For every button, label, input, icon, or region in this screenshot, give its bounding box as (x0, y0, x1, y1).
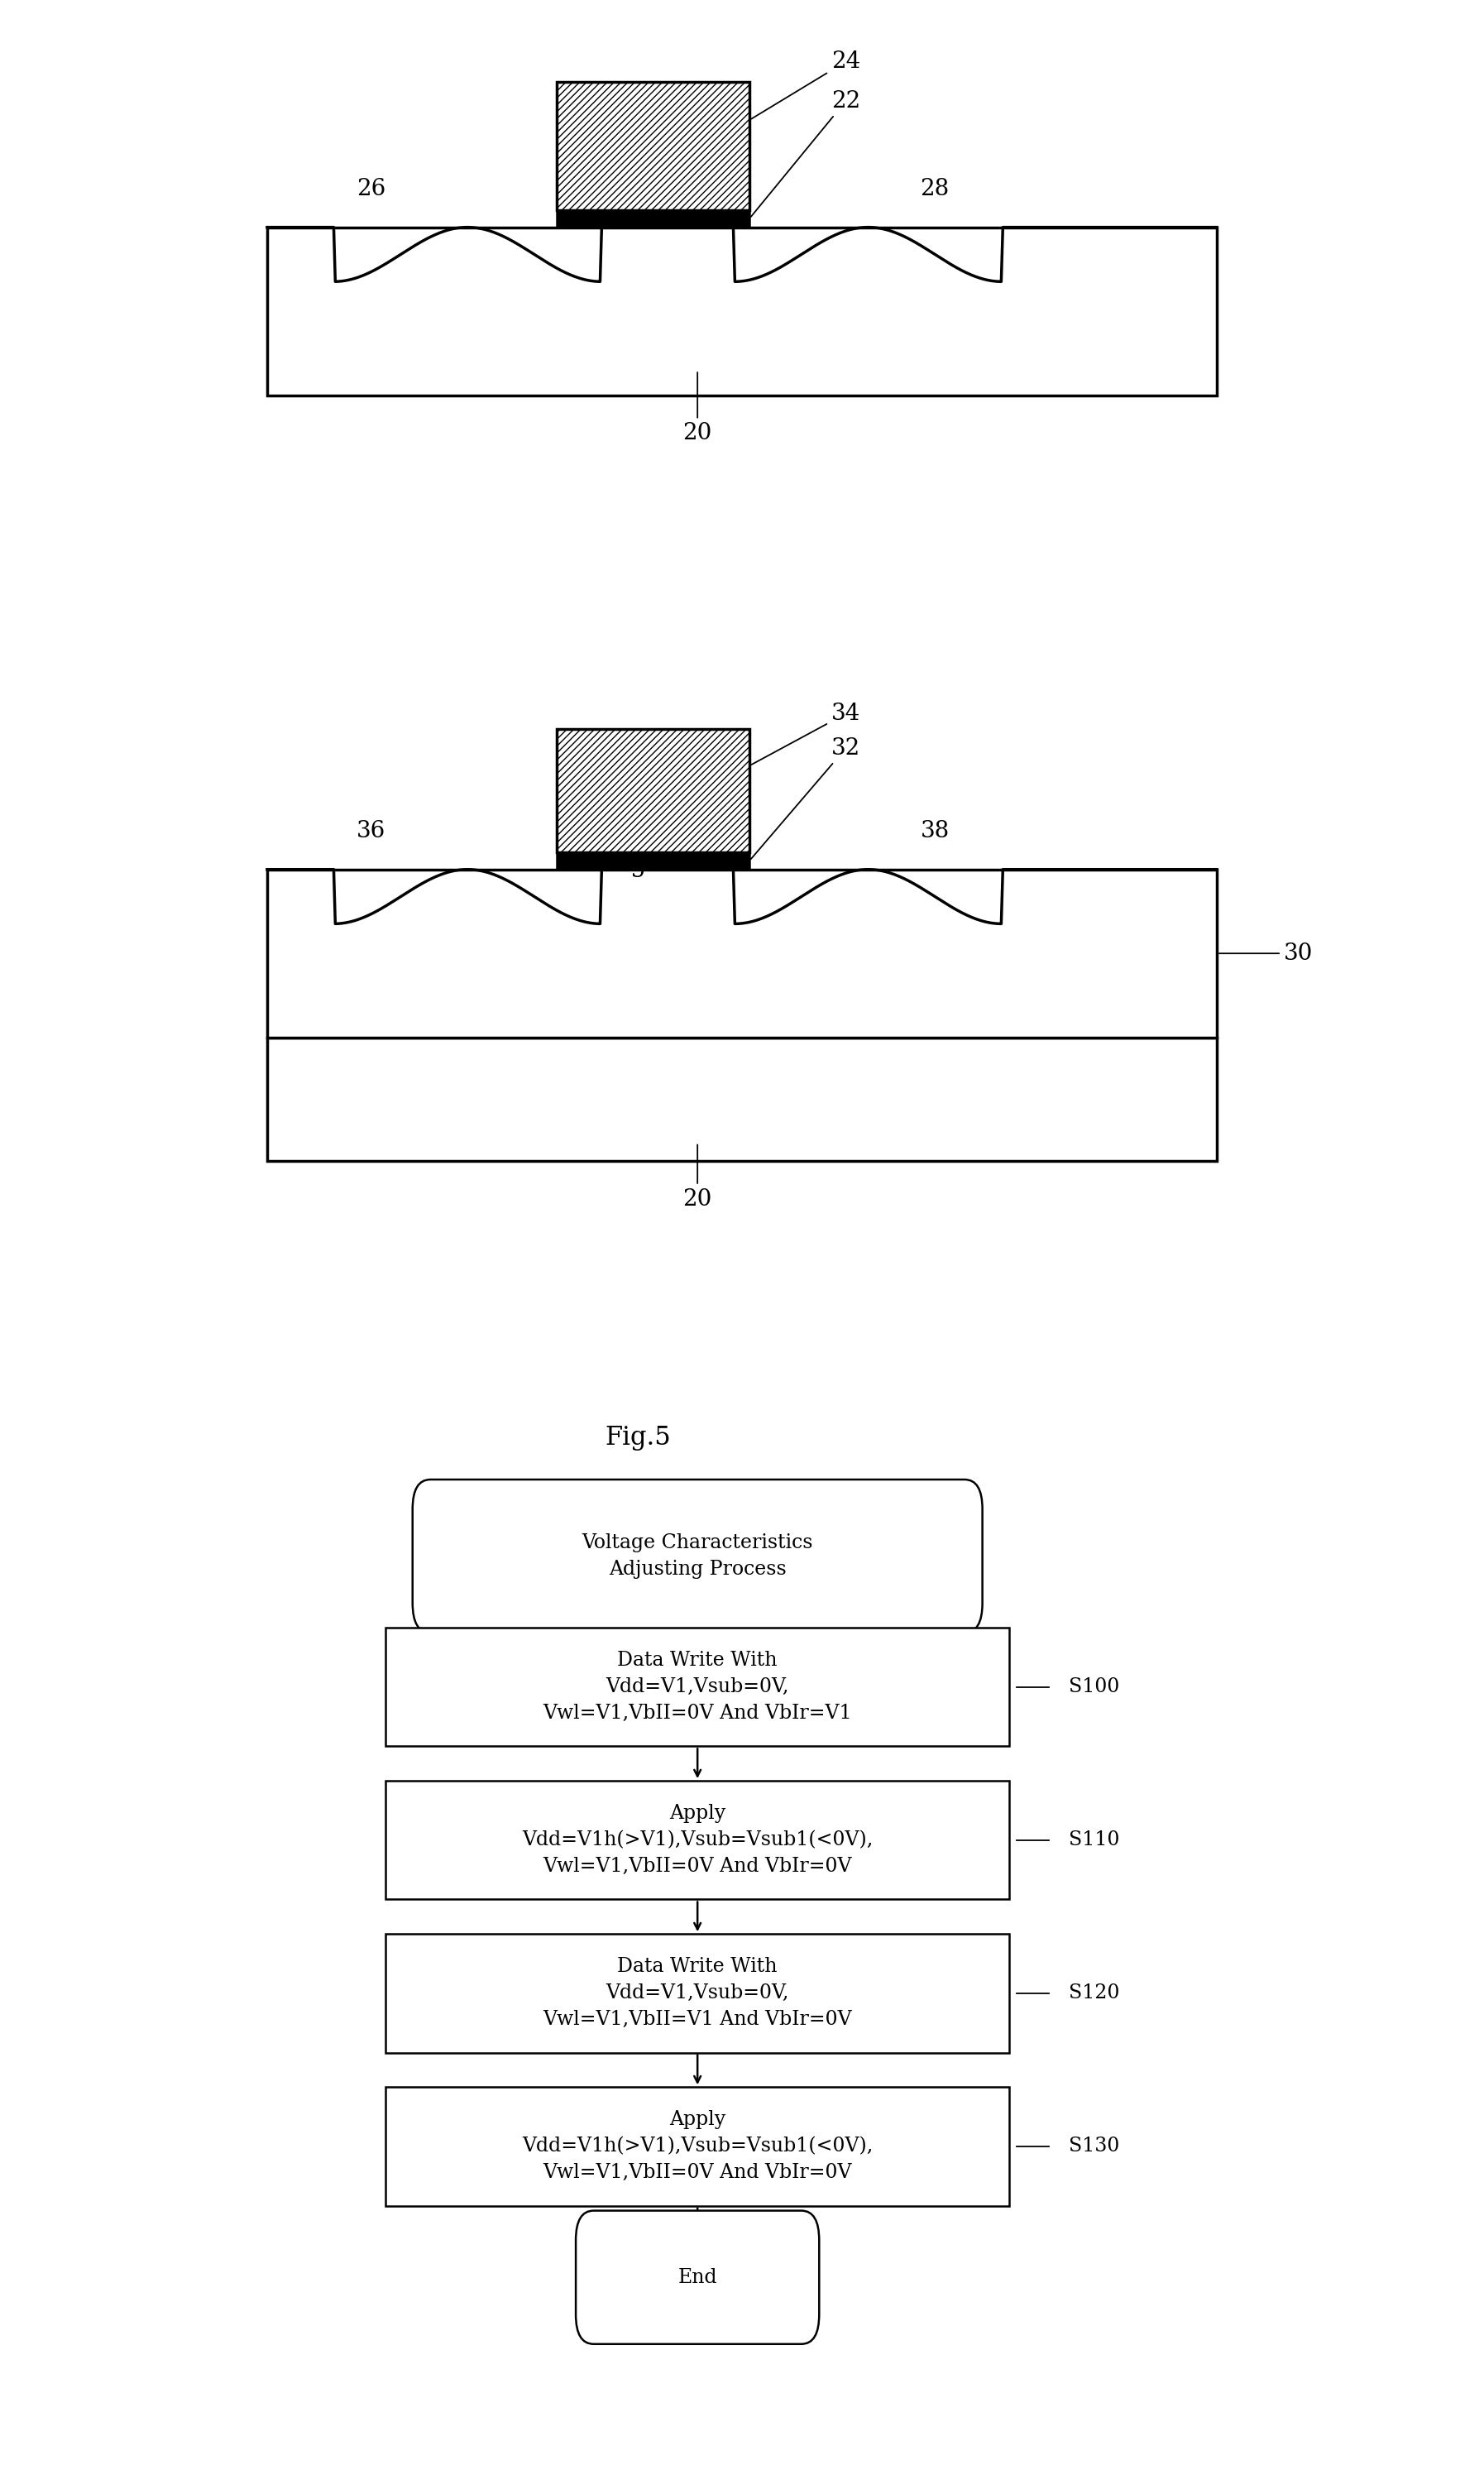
Bar (386, 1628, 1009, 1746)
FancyBboxPatch shape (413, 1480, 982, 1633)
Text: 24: 24 (751, 49, 861, 119)
Text: 30: 30 (1220, 941, 1313, 966)
Text: Data Write With
Vdd=V1,Vsub=0V,
Vwl=V1,VbII=0V And VbIr=V1: Data Write With Vdd=V1,Vsub=0V, Vwl=V1,V… (543, 1650, 852, 1724)
Text: Apply
Vdd=V1h(>V1),Vsub=Vsub1(<0V),
Vwl=V1,VbII=0V And VbIr=0V: Apply Vdd=V1h(>V1),Vsub=Vsub1(<0V), Vwl=… (522, 1803, 873, 1877)
Bar (386, 2087, 1009, 2206)
Text: 28: 28 (920, 178, 950, 200)
Bar (386, 1934, 1009, 2053)
Bar (267, 1037, 1217, 1161)
Text: 36: 36 (356, 820, 386, 842)
FancyBboxPatch shape (576, 2211, 819, 2344)
Bar (556, 729, 749, 852)
Bar (556, 852, 749, 869)
Bar (556, 210, 749, 227)
Text: Fig.5: Fig.5 (605, 1425, 671, 1450)
Text: 20: 20 (683, 1144, 712, 1210)
Text: 26: 26 (356, 178, 386, 200)
Bar (267, 227, 1217, 395)
Text: S100: S100 (1068, 1677, 1119, 1697)
Text: S130: S130 (1068, 2137, 1119, 2156)
Bar (386, 1781, 1009, 1899)
Bar (267, 869, 1217, 1037)
Text: 20: 20 (683, 373, 712, 445)
Bar (556, 82, 749, 210)
Text: 22: 22 (751, 89, 861, 217)
Text: Fig.3: Fig.3 (605, 124, 671, 148)
Text: 34: 34 (751, 701, 861, 766)
Text: Voltage Characteristics
Adjusting Process: Voltage Characteristics Adjusting Proces… (582, 1534, 813, 1578)
Text: S120: S120 (1068, 1983, 1119, 2003)
Text: End: End (678, 2267, 717, 2287)
Text: 38: 38 (920, 820, 950, 842)
Text: Data Write With
Vdd=V1,Vsub=0V,
Vwl=V1,VbII=V1 And VbIr=0V: Data Write With Vdd=V1,Vsub=0V, Vwl=V1,V… (543, 1956, 852, 2030)
Text: S110: S110 (1068, 1830, 1119, 1850)
Text: 32: 32 (751, 736, 861, 860)
Text: Fig.4: Fig.4 (605, 852, 671, 877)
Text: Apply
Vdd=V1h(>V1),Vsub=Vsub1(<0V),
Vwl=V1,VbII=0V And VbIr=0V: Apply Vdd=V1h(>V1),Vsub=Vsub1(<0V), Vwl=… (522, 2109, 873, 2183)
